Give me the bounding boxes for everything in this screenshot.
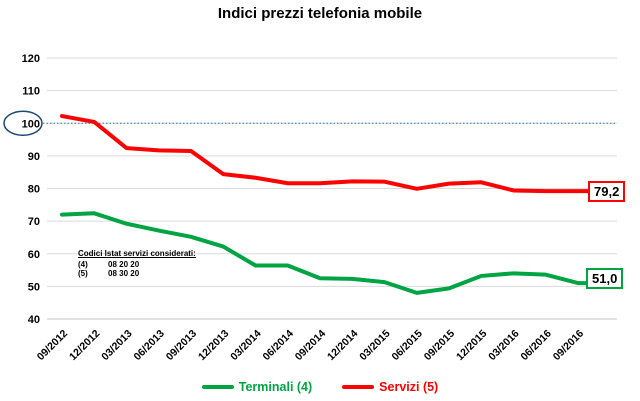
x-axis-label: 09/2016 [551,328,586,363]
y-axis-label: 40 [28,314,40,326]
x-axis-label: 12/2013 [196,328,231,363]
terminali-series-line [60,211,590,295]
x-axis-label: 09/2013 [164,328,199,363]
x-axis-label: 03/2016 [486,328,521,363]
x-axis-label: 03/2013 [99,328,134,363]
terminali-legend-label: Terminali (4) [238,380,313,394]
x-axis-label: 09/2012 [35,328,70,363]
legend-item-terminali: Terminali (4) [201,380,313,394]
x-axis-label: 03/2015 [357,328,392,363]
y-axis-label: 110 [22,86,40,98]
legend-item-servizi: Servizi (5) [342,380,438,394]
istat-codes-note-title: Codici Istat servizi considerati: [78,249,196,258]
x-axis-label: 06/2015 [390,328,425,363]
terminali-end-value-label: 51,0 [586,268,624,289]
istat-code-key: (4) [78,259,88,269]
y-axis-label: 100 [22,118,40,130]
x-axis-label: 12/2012 [67,328,102,363]
x-axis-label: 06/2016 [519,328,554,363]
istat-codes-note: Codici Istat servizi considerati: (4) 08… [78,249,196,279]
istat-code-value: 08 30 20 [108,269,140,278]
istat-code-row: (5) 08 30 20 [78,269,196,279]
y-axis-label: 60 [28,249,40,261]
servizi-series-line [60,114,590,194]
servizi-line-swatch-icon [342,385,375,389]
x-axis-label: 12/2015 [454,328,489,363]
istat-code-value: 08 20 20 [108,259,140,269]
x-axis-label: 09/2014 [293,328,328,363]
y-axis-label: 90 [28,151,40,163]
istat-code-key: (5) [78,269,88,278]
y-axis-label: 80 [28,184,40,196]
y-axis-label: 120 [22,53,40,65]
x-axis-label: 06/2013 [132,328,167,363]
y-axis-label: 70 [28,216,40,228]
y-axis-label: 50 [28,281,40,293]
servizi-end-value-label: 79,2 [588,181,626,202]
x-axis-label: 03/2014 [228,328,263,363]
chart-title: Indici prezzi telefonia mobile [217,5,423,22]
terminali-line-swatch-icon [201,385,234,389]
x-axis-label: 06/2014 [261,328,296,363]
legend: Terminali (4) Servizi (5) [0,380,640,394]
istat-code-row: (4) 08 20 20 [78,260,196,270]
x-axis-label: 12/2014 [325,328,360,363]
circled-100-highlight-icon [3,110,43,136]
servizi-legend-label: Servizi (5) [379,380,439,394]
x-axis-label: 09/2015 [422,328,457,363]
